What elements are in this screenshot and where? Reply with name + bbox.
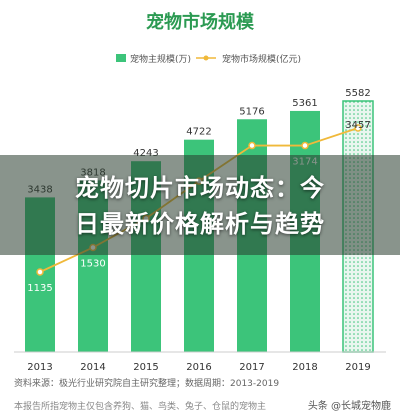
x-tick-label: 2014 bbox=[80, 362, 105, 373]
line-point bbox=[248, 141, 256, 150]
x-axis-ticks: 2013 2014 2015 2016 2017 2018 2019 bbox=[27, 362, 370, 373]
x-tick-label: 2019 bbox=[345, 362, 370, 373]
source-note: 资料来源：极光行业研究院自主研究整理；数据周期：2013-2019 bbox=[14, 379, 280, 389]
legend: 宠物主规模(万) 宠物市场规模(亿元) bbox=[116, 53, 301, 65]
x-tick-label: 2016 bbox=[186, 362, 211, 373]
line-value-label: 1135 bbox=[27, 283, 52, 294]
legend-bar-swatch bbox=[116, 54, 126, 62]
x-tick-label: 2017 bbox=[239, 362, 264, 373]
line-point bbox=[354, 124, 362, 132]
line-point bbox=[36, 268, 44, 276]
chart-title: 宠物市场规模 bbox=[146, 11, 255, 33]
bar-value-label: 5361 bbox=[292, 98, 317, 109]
line-point bbox=[301, 141, 309, 150]
legend-bar-label: 宠物主规模(万) bbox=[130, 53, 191, 65]
bar-value-label: 5582 bbox=[345, 88, 370, 99]
legend-line-label: 宠物市场规模(亿元) bbox=[222, 53, 301, 65]
watermark: 头条 @长城宠物鹿 bbox=[304, 396, 394, 413]
x-tick-label: 2013 bbox=[27, 362, 52, 373]
bar-value-label: 4722 bbox=[186, 127, 211, 138]
x-tick-label: 2018 bbox=[292, 362, 317, 373]
footnote: 本报告所指宠物主仅包含养狗、猫、鸟类、兔子、仓鼠的宠物主 bbox=[14, 402, 267, 412]
legend-line-marker bbox=[203, 55, 209, 61]
x-tick-label: 2015 bbox=[133, 362, 158, 373]
overlay-headline: 宠物切片市场动态：今 日最新价格解析与趋势 bbox=[0, 170, 400, 242]
overlay-banner bbox=[0, 155, 400, 255]
headline-line-1: 宠物切片市场动态：今 bbox=[75, 174, 325, 202]
line-value-label: 3457 bbox=[345, 120, 370, 131]
bar-value-label: 4243 bbox=[133, 148, 158, 159]
line-value-label: 1530 bbox=[80, 259, 105, 270]
headline-line-2: 日最新价格解析与趋势 bbox=[75, 210, 325, 238]
bar-value-label: 5176 bbox=[239, 106, 264, 117]
